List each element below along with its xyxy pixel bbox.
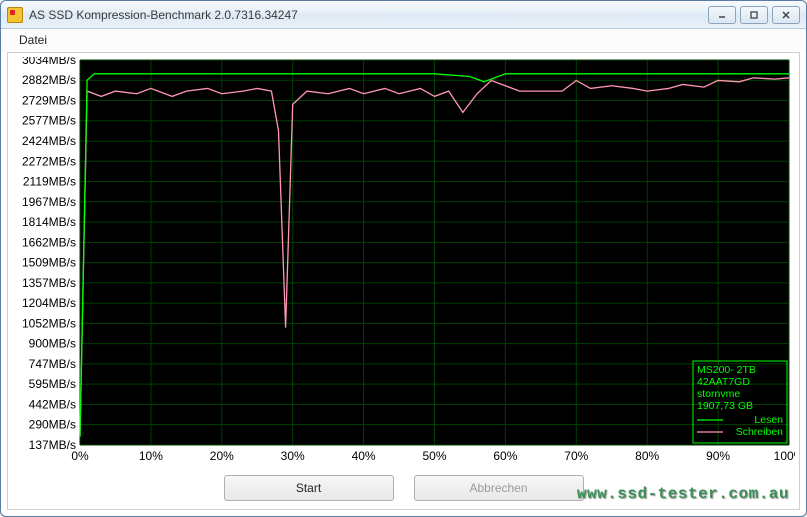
svg-text:595MB/s: 595MB/s [29, 377, 76, 391]
svg-text:100%: 100% [774, 449, 795, 463]
svg-text:1814MB/s: 1814MB/s [22, 215, 76, 229]
window-title: AS SSD Kompression-Benchmark 2.0.7316.34… [29, 8, 708, 22]
svg-text:2882MB/s: 2882MB/s [22, 73, 76, 87]
svg-text:137MB/s: 137MB/s [29, 438, 76, 452]
close-button[interactable] [772, 6, 800, 24]
start-button[interactable]: Start [224, 475, 394, 501]
client-area: 137MB/s 290MB/s 442MB/s 595MB/s 747MB/s 900MB… [7, 52, 800, 510]
svg-text:1357MB/s: 1357MB/s [22, 276, 76, 290]
svg-text:Lesen: Lesen [754, 414, 783, 426]
maximize-button[interactable] [740, 6, 768, 24]
svg-text:1967MB/s: 1967MB/s [22, 195, 76, 209]
svg-text:0%: 0% [71, 449, 89, 463]
svg-text:60%: 60% [493, 449, 517, 463]
window-controls [708, 6, 800, 24]
svg-text:1204MB/s: 1204MB/s [22, 296, 76, 310]
svg-text:2577MB/s: 2577MB/s [22, 114, 76, 128]
app-icon [7, 7, 23, 23]
minimize-button[interactable] [708, 6, 736, 24]
svg-text:1509MB/s: 1509MB/s [22, 256, 76, 270]
svg-text:50%: 50% [422, 449, 446, 463]
svg-text:747MB/s: 747MB/s [29, 357, 76, 371]
svg-text:10%: 10% [139, 449, 163, 463]
menu-file[interactable]: Datei [11, 31, 55, 49]
svg-text:2119MB/s: 2119MB/s [23, 175, 76, 189]
svg-text:20%: 20% [210, 449, 234, 463]
svg-text:Schreiben: Schreiben [736, 426, 783, 438]
svg-text:42AAT7GD: 42AAT7GD [697, 376, 750, 388]
titlebar[interactable]: AS SSD Kompression-Benchmark 2.0.7316.34… [1, 1, 806, 29]
svg-text:2729MB/s: 2729MB/s [22, 94, 76, 108]
svg-text:2272MB/s: 2272MB/s [22, 154, 76, 168]
svg-text:MS200- 2TB: MS200- 2TB [697, 364, 756, 376]
svg-text:3034MB/s: 3034MB/s [22, 57, 76, 67]
chart-area: 137MB/s 290MB/s 442MB/s 595MB/s 747MB/s 900MB… [12, 57, 795, 465]
svg-text:2424MB/s: 2424MB/s [22, 134, 76, 148]
app-window: AS SSD Kompression-Benchmark 2.0.7316.34… [0, 0, 807, 517]
svg-text:442MB/s: 442MB/s [29, 397, 76, 411]
svg-text:stornvme: stornvme [697, 388, 740, 400]
svg-text:1662MB/s: 1662MB/s [22, 235, 76, 249]
svg-text:1052MB/s: 1052MB/s [22, 316, 76, 330]
svg-text:90%: 90% [706, 449, 730, 463]
svg-text:40%: 40% [352, 449, 376, 463]
menubar: Datei [1, 29, 806, 51]
cancel-button[interactable]: Abbrechen [414, 475, 584, 501]
button-row: Start Abbrechen [8, 475, 799, 501]
compression-chart: 137MB/s 290MB/s 442MB/s 595MB/s 747MB/s 900MB… [12, 57, 795, 465]
svg-text:290MB/s: 290MB/s [29, 418, 76, 432]
svg-text:30%: 30% [281, 449, 305, 463]
svg-text:70%: 70% [564, 449, 588, 463]
svg-text:80%: 80% [635, 449, 659, 463]
svg-text:1907,73 GB: 1907,73 GB [697, 400, 753, 412]
svg-text:900MB/s: 900MB/s [29, 337, 76, 351]
